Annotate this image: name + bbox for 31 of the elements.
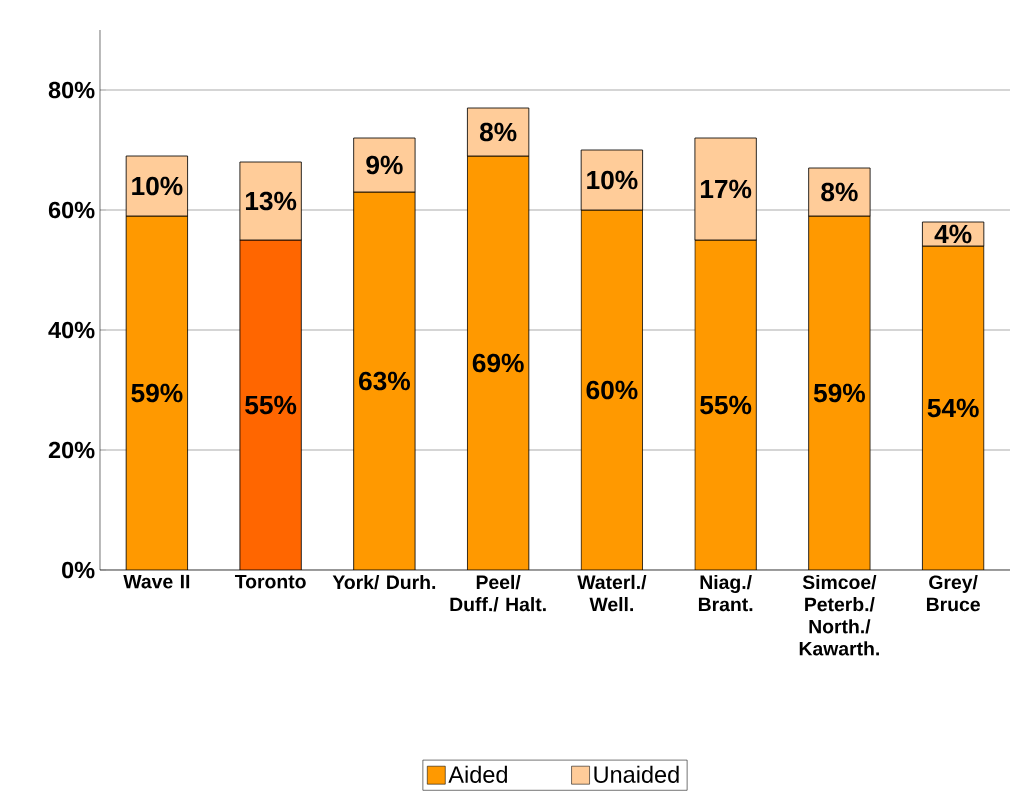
data-label: 55% xyxy=(700,395,752,415)
legend-label: Aided xyxy=(448,765,507,783)
data-label: 55% xyxy=(245,395,297,415)
data-label: 8% xyxy=(821,182,858,202)
data-label: 10% xyxy=(587,170,638,190)
y-tick-label: 60% xyxy=(48,201,95,219)
data-label: 54% xyxy=(927,398,979,418)
x-tick-label: Peel/ Duff./ Halt. xyxy=(450,574,546,612)
data-label: 69% xyxy=(472,353,524,373)
data-label: 60% xyxy=(586,380,638,400)
data-label: 59% xyxy=(813,383,865,403)
y-tick-label: 0% xyxy=(62,561,95,579)
x-tick-label: York/ Durh. xyxy=(332,574,436,590)
legend-label: Unaided xyxy=(594,765,679,783)
y-tick-label: 20% xyxy=(48,441,95,459)
data-label: 10% xyxy=(132,176,183,196)
x-tick-label: Niag./ Brant. xyxy=(698,574,753,612)
data-label: 8% xyxy=(479,122,517,142)
data-label: 59% xyxy=(131,383,183,403)
x-tick-label: Wave II xyxy=(123,574,190,589)
x-tick-label: Simcoe/ Peterb./ North./ Kawarth. xyxy=(799,574,879,656)
x-tick-label: Grey/ Bruce xyxy=(926,574,980,612)
data-label: 9% xyxy=(366,155,403,175)
y-tick-label: 80% xyxy=(48,81,95,99)
x-tick-label: Toronto xyxy=(234,574,306,589)
data-label: 17% xyxy=(700,179,752,199)
data-label: 4% xyxy=(934,224,972,244)
x-tick-label: Waterl./ Well. xyxy=(577,574,647,612)
data-label: 63% xyxy=(359,371,410,391)
data-label: 13% xyxy=(245,191,297,211)
y-tick-label: 40% xyxy=(48,321,95,339)
